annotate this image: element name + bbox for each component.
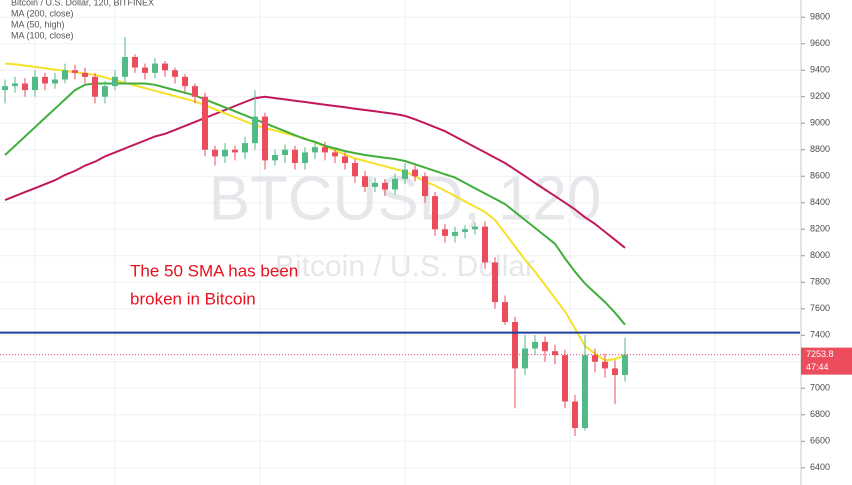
candle-body <box>432 196 438 230</box>
candle-body <box>342 156 348 163</box>
candle-body <box>162 63 168 71</box>
y-tick-label: 8600 <box>810 171 830 181</box>
candle-body <box>132 56 138 68</box>
candle-body <box>172 70 178 77</box>
y-tick-label: 8200 <box>810 224 830 234</box>
candle-body <box>82 72 88 77</box>
candle-body <box>532 341 538 349</box>
candle-body <box>372 182 378 187</box>
y-tick-label: 6600 <box>810 436 830 446</box>
y-tick-label: 6400 <box>810 462 830 472</box>
candle-body <box>472 226 478 230</box>
annotation: broken in Bitcoin <box>130 289 256 308</box>
candle-body <box>222 149 228 157</box>
candle-body <box>542 341 548 352</box>
y-tick-label: 8800 <box>810 144 830 154</box>
last-price-box <box>801 347 852 375</box>
candle-body <box>392 178 398 190</box>
candle-body <box>62 70 68 80</box>
candle-body <box>252 116 258 144</box>
candle-body <box>152 63 158 73</box>
y-tick-label: 7000 <box>810 383 830 393</box>
candle-body <box>522 348 528 369</box>
candle-body <box>612 368 618 376</box>
candle-body <box>292 149 298 163</box>
candle-body <box>52 79 58 84</box>
candle-body <box>552 351 558 356</box>
legend-entry: MA (200, close) <box>11 8 74 18</box>
candle-body <box>352 162 358 177</box>
candle-body <box>202 96 208 150</box>
candle-body <box>122 56 128 77</box>
candle-body <box>272 155 278 161</box>
candle-body <box>512 322 518 369</box>
candle-body <box>572 401 578 429</box>
candle-body <box>442 229 448 236</box>
candle-body <box>262 116 268 161</box>
candle-body <box>32 76 38 91</box>
candle-body <box>232 149 238 153</box>
legend-entry: MA (50, high) <box>11 19 65 29</box>
y-tick-label: 6800 <box>810 409 830 419</box>
last-price-label: 7253.8 <box>806 349 834 359</box>
candle-body <box>382 182 388 190</box>
legend-entry: MA (100, close) <box>11 30 74 40</box>
y-tick-label: 9200 <box>810 91 830 101</box>
candle-body <box>182 76 188 87</box>
candle-body <box>502 302 508 323</box>
y-tick-label: 7600 <box>810 303 830 313</box>
y-tick-label: 9800 <box>810 12 830 22</box>
candle-body <box>312 147 318 153</box>
candle-body <box>452 231 458 236</box>
candle-body <box>562 355 568 402</box>
y-tick-label: 8000 <box>810 250 830 260</box>
candle-body <box>602 361 608 369</box>
candle-body <box>22 83 28 91</box>
candle-body <box>402 169 408 179</box>
candle-body <box>322 147 328 153</box>
candle-body <box>142 67 148 73</box>
candle-body <box>412 169 418 177</box>
countdown: 47:44 <box>806 362 829 372</box>
candle-body <box>92 76 98 97</box>
candle-body <box>332 152 338 157</box>
candle-body <box>42 76 48 84</box>
candle-body <box>482 226 488 263</box>
candle-body <box>242 143 248 153</box>
candle-body <box>492 262 498 303</box>
watermark: Bitcoin / U.S. Dollar <box>275 250 535 283</box>
candle-body <box>212 149 218 157</box>
y-tick-label: 8400 <box>810 197 830 207</box>
candle-body <box>362 176 368 187</box>
y-tick-label: 7400 <box>810 330 830 340</box>
candle-body <box>462 229 468 232</box>
y-tick-label: 9000 <box>810 118 830 128</box>
y-tick-label: 9400 <box>810 65 830 75</box>
candle-body <box>2 86 8 91</box>
candle-body <box>12 83 18 87</box>
candle-body <box>422 176 428 197</box>
candle-body <box>582 355 588 429</box>
candle-body <box>112 76 118 87</box>
candle-body <box>192 86 198 97</box>
candle-body <box>592 355 598 362</box>
candle-body <box>102 86 108 97</box>
y-tick-label: 7800 <box>810 277 830 287</box>
candle-body <box>282 149 288 156</box>
candle-body <box>72 70 78 73</box>
candle-body <box>302 152 308 163</box>
annotation: The 50 SMA has been <box>130 261 298 280</box>
y-tick-label: 9600 <box>810 38 830 48</box>
ma-line <box>4 95 626 249</box>
chart-title: Bitcoin / U.S. Dollar, 120, BITFINEX <box>11 0 154 7</box>
candle-body <box>622 354 628 376</box>
